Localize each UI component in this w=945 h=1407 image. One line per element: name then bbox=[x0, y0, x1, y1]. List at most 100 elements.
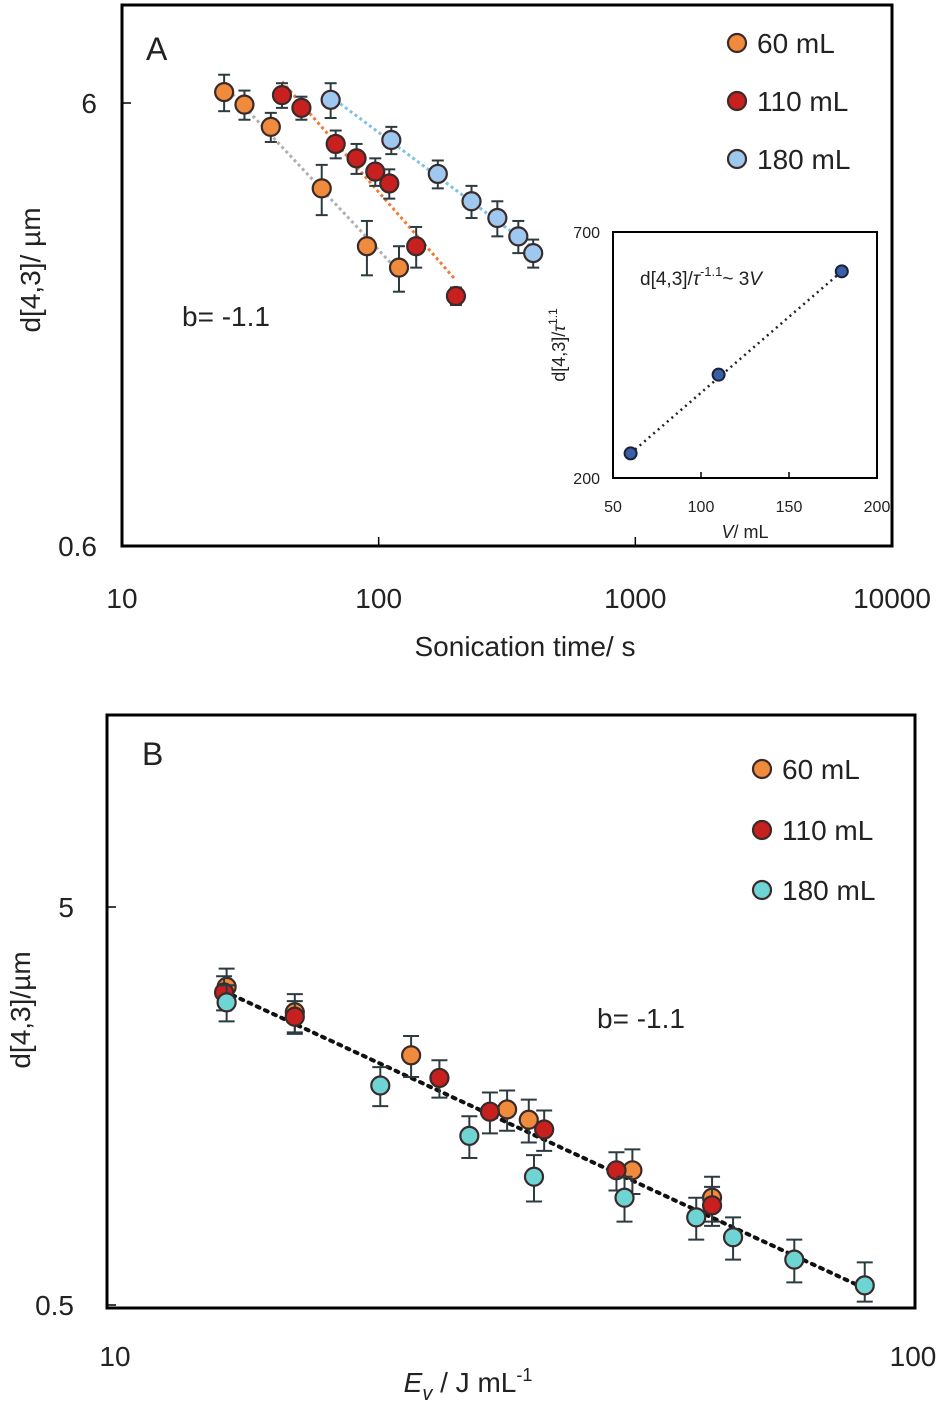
data-marker bbox=[686, 1207, 707, 1228]
data-marker bbox=[216, 992, 237, 1013]
panel-b-ticks: 10 100 5 0.5 bbox=[35, 892, 936, 1372]
panel-a-x-tick-label: 1000 bbox=[604, 583, 666, 614]
panel-a-point-110ml bbox=[325, 129, 346, 160]
panel-b-point-180ml bbox=[459, 1115, 480, 1160]
data-marker bbox=[479, 1101, 501, 1122]
data-marker bbox=[429, 1067, 450, 1089]
inset-data-marker bbox=[623, 446, 638, 461]
data-marker bbox=[614, 1187, 635, 1208]
panel-b-point-110ml bbox=[606, 1151, 627, 1192]
data-marker bbox=[291, 97, 312, 118]
panel-b-y-axis-title: d[4,3]/µm bbox=[5, 951, 36, 1068]
panel-a-point-180ml bbox=[461, 184, 482, 220]
panel-a-point-60ml bbox=[311, 163, 332, 217]
legend-b-marker-180ml bbox=[751, 879, 773, 901]
panel-a-point-180ml bbox=[523, 238, 544, 269]
data-marker bbox=[518, 1109, 539, 1130]
inset-content: 50 100 150 200 200 700 bbox=[573, 225, 890, 516]
data-marker bbox=[356, 236, 378, 257]
panel-a-point-60ml bbox=[388, 245, 410, 293]
panel-a-y-tick-label: 6 bbox=[81, 88, 97, 119]
legend-b-label-180ml: 180 mL bbox=[782, 875, 875, 906]
panel-a-point-60ml bbox=[234, 89, 255, 121]
data-marker bbox=[534, 1119, 555, 1140]
panel-a-label: A bbox=[146, 31, 168, 67]
data-marker bbox=[784, 1249, 805, 1270]
data-marker bbox=[346, 148, 367, 169]
legend-a-marker-110ml bbox=[726, 90, 748, 112]
panel-a-point-110ml bbox=[271, 82, 293, 109]
panel-a-points bbox=[214, 73, 544, 307]
panel-a-x-tick-label: 10000 bbox=[853, 583, 931, 614]
data-marker bbox=[234, 94, 255, 115]
data-marker bbox=[311, 178, 332, 199]
data-marker bbox=[523, 242, 544, 264]
panel-a-trendline-110ml bbox=[280, 80, 458, 282]
inset-y-tick-label: 700 bbox=[573, 225, 600, 242]
data-marker bbox=[406, 236, 427, 257]
inset-data-marker bbox=[711, 367, 726, 382]
panel-a-y-axis-title: d[4,3]/ µm bbox=[15, 207, 46, 332]
panel-b-point-110ml bbox=[701, 1185, 723, 1227]
legend-a-label-60ml: 60 mL bbox=[757, 28, 835, 59]
panel-b-legend: 60 mL 110 mL 180 mL bbox=[751, 754, 875, 906]
panel-b-point-180ml bbox=[216, 984, 237, 1023]
data-marker bbox=[722, 1227, 744, 1248]
data-marker bbox=[461, 191, 482, 212]
data-marker bbox=[379, 173, 400, 194]
data-marker bbox=[401, 1045, 422, 1066]
data-marker bbox=[260, 116, 281, 137]
panel-a-point-110ml bbox=[365, 157, 386, 187]
panel-a-trendline-60ml bbox=[223, 84, 401, 273]
panel-a: 10 100 1000 10000 6 0.6 A b= -1.1 Sonication … bbox=[15, 3, 931, 662]
panel-a-y-tick-label: 0.6 bbox=[58, 531, 97, 562]
inset-x-tick-label: 50 bbox=[604, 499, 622, 516]
panel-a-x-tick-label: 10 bbox=[106, 583, 137, 614]
panel-b-point-180ml bbox=[784, 1238, 805, 1284]
panel-b-x-tick-label: 10 bbox=[99, 1341, 130, 1372]
panel-a-point-180ml bbox=[320, 82, 341, 119]
data-marker bbox=[388, 257, 410, 278]
panel-a-slope-annotation: b= -1.1 bbox=[182, 301, 270, 332]
legend-b-label-60ml: 60 mL bbox=[782, 754, 860, 785]
data-marker bbox=[497, 1099, 518, 1120]
panel-a-point-180ml bbox=[508, 219, 529, 255]
panel-a-point-110ml bbox=[445, 285, 467, 307]
panel-b-y-tick-label: 5 bbox=[58, 892, 74, 923]
panel-a-point-110ml bbox=[346, 142, 367, 175]
panel-a-legend: 60 mL 110 mL 180 mL bbox=[726, 28, 850, 175]
legend-b-marker-60ml bbox=[751, 758, 773, 780]
panel-b-point-180ml bbox=[523, 1154, 545, 1203]
inset-trendline bbox=[629, 270, 843, 455]
panel-b-point-110ml bbox=[429, 1059, 450, 1099]
legend-a-marker-180ml bbox=[726, 148, 748, 170]
panel-b-x-tick-label: 100 bbox=[890, 1341, 937, 1372]
data-marker bbox=[854, 1275, 875, 1296]
panel-a-ticks: 10 100 1000 10000 6 0.6 bbox=[58, 88, 931, 614]
data-marker bbox=[487, 207, 508, 229]
panel-b-y-tick-label: 0.5 bbox=[35, 1290, 74, 1321]
panel-a-point-60ml bbox=[356, 219, 378, 277]
data-marker bbox=[459, 1125, 480, 1146]
panel-a-point-180ml bbox=[427, 159, 448, 190]
data-marker bbox=[214, 81, 235, 103]
panel-a-x-tick-label: 100 bbox=[355, 583, 402, 614]
panel-b-point-60ml bbox=[497, 1089, 518, 1132]
legend-a-marker-60ml bbox=[726, 32, 748, 54]
panel-a-point-110ml bbox=[291, 95, 312, 121]
panel-a-point-180ml bbox=[487, 200, 508, 238]
panel-b-frame bbox=[105, 713, 917, 1310]
data-marker bbox=[320, 89, 341, 110]
data-marker bbox=[606, 1160, 627, 1181]
inset-x-tick-label: 150 bbox=[776, 499, 803, 516]
data-marker bbox=[445, 285, 467, 307]
panel-b-point-110ml bbox=[534, 1109, 555, 1152]
data-marker bbox=[370, 1075, 391, 1096]
panel-a-point-110ml bbox=[379, 168, 400, 200]
legend-b-label-110ml: 110 mL bbox=[782, 815, 873, 846]
panel-b-point-60ml bbox=[401, 1035, 422, 1078]
data-marker bbox=[325, 133, 346, 155]
panel-b-point-110ml bbox=[479, 1091, 501, 1135]
